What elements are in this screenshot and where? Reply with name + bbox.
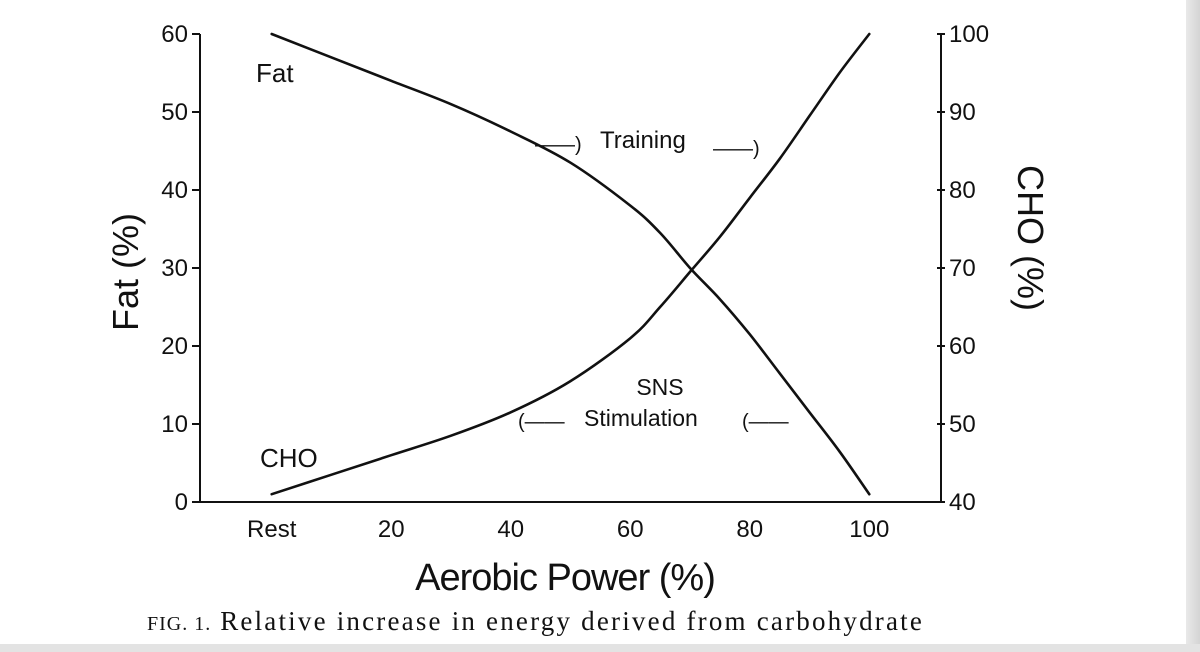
y-right-tick-label: 90 xyxy=(949,99,976,126)
y-left-tick-label: 30 xyxy=(161,255,188,282)
x-tick-label: Rest xyxy=(247,516,297,543)
y-left-tick-label: 20 xyxy=(161,333,188,360)
training-arrow-left: ——) xyxy=(535,134,582,156)
caption-label: FIG. 1. xyxy=(147,613,212,635)
x-tick-label: 40 xyxy=(497,516,524,543)
training-arrow-right: ——) xyxy=(713,138,760,160)
y-left-tick-label: 40 xyxy=(161,177,188,204)
x-axis-title: Aerobic Power (%) xyxy=(415,557,715,599)
figure-caption: FIG. 1. Relative increase in energy deri… xyxy=(147,606,924,637)
y-right-tick-label: 40 xyxy=(949,489,976,516)
y-left-tick-label: 50 xyxy=(161,99,188,126)
y-right-tick-label: 80 xyxy=(949,177,976,204)
page-edge-right xyxy=(1186,0,1200,652)
x-tick-label: 80 xyxy=(736,516,763,543)
training-label: Training xyxy=(600,127,686,154)
y-right-tick-label: 50 xyxy=(949,411,976,438)
axes: 0 10 20 30 40 50 60 40 50 60 70 80 90 100 Rest 20 40 60 80… xyxy=(161,21,989,543)
x-tick-label: 60 xyxy=(617,516,644,543)
x-tick-label: 20 xyxy=(378,516,405,543)
series-line-cho xyxy=(270,32,871,496)
x-tick-label: 100 xyxy=(849,516,889,543)
y-left-tick-label: 60 xyxy=(161,21,188,48)
sns-label: SNS xyxy=(636,374,683,400)
y-right-tick-label: 70 xyxy=(949,255,976,282)
y-left-tick-label: 0 xyxy=(175,489,188,516)
cho-series-label: CHO xyxy=(260,443,318,473)
sns-arrow-right: (—— xyxy=(742,411,789,433)
y-left-tick-label: 10 xyxy=(161,411,188,438)
y-axis-left-title: Fat (%) xyxy=(105,213,146,331)
caption-text: Relative increase in energy derived from… xyxy=(220,606,925,636)
y-right-tick-label: 60 xyxy=(949,333,976,360)
sns-arrow-left: (—— xyxy=(518,411,565,433)
plot-lines xyxy=(270,32,871,496)
y-axis-right-title: CHO (%) xyxy=(1010,165,1051,311)
series-line-fat xyxy=(270,32,871,496)
fat-series-label: Fat xyxy=(256,58,294,88)
stimulation-label: Stimulation xyxy=(584,405,698,431)
y-right-tick-label: 100 xyxy=(949,21,989,48)
page-edge-bottom xyxy=(0,644,1200,652)
